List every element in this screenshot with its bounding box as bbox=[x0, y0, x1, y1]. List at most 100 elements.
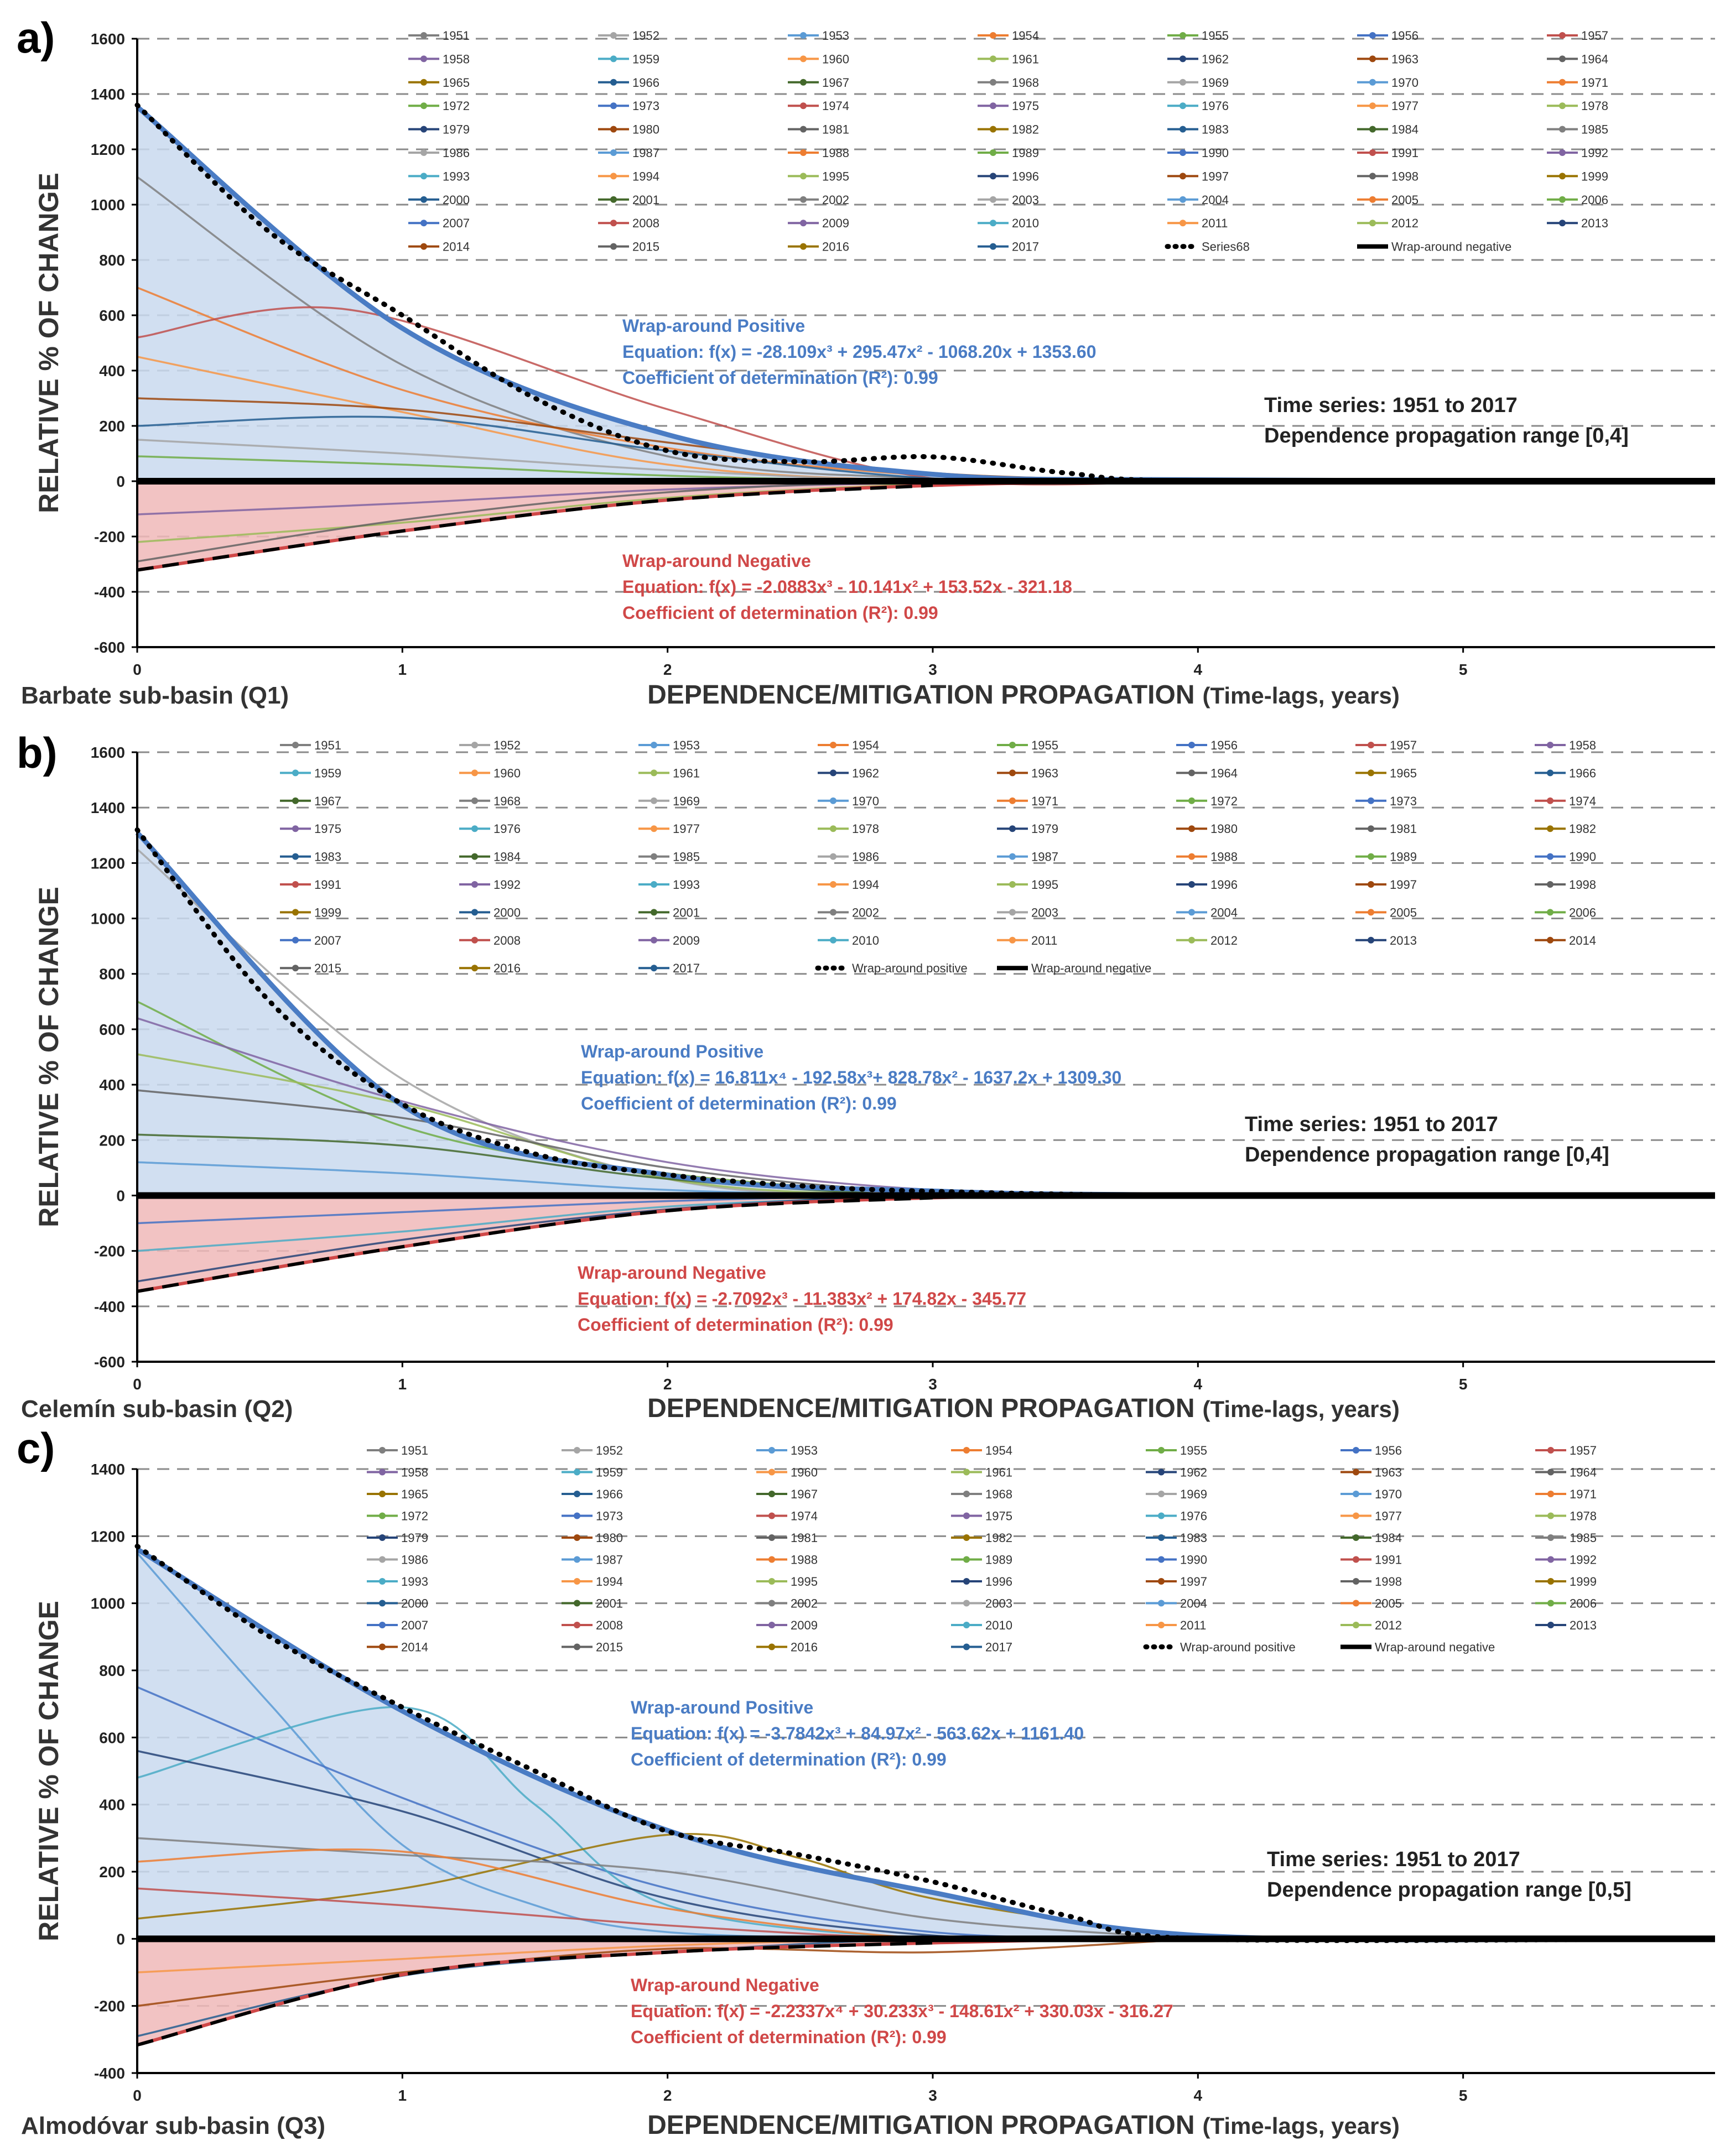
legend-entry: 2000 bbox=[401, 1597, 428, 1611]
legend-marker bbox=[768, 1468, 775, 1476]
legend-entry: 1988 bbox=[791, 1553, 818, 1567]
legend-entry: 2010 bbox=[1012, 216, 1039, 230]
negative-annotation-line: Wrap-around Negative bbox=[578, 1263, 766, 1283]
legend-entry: 1957 bbox=[1581, 29, 1608, 43]
legend-marker bbox=[1180, 32, 1186, 39]
legend-marker bbox=[379, 1556, 386, 1563]
legend-marker bbox=[1353, 1534, 1359, 1541]
legend-marker bbox=[651, 769, 657, 777]
y-tick-label: -200 bbox=[94, 1998, 125, 2015]
legend-marker bbox=[574, 1556, 580, 1563]
positive-envelope-area bbox=[137, 1549, 1702, 1940]
legend-entry: 1987 bbox=[596, 1553, 623, 1567]
dotted-envelope-series bbox=[134, 1544, 1705, 1943]
legend-entry: 2015 bbox=[314, 961, 341, 975]
legend-marker bbox=[1368, 825, 1374, 832]
legend-entry: 1985 bbox=[673, 850, 700, 864]
legend-entry: 1991 bbox=[1391, 146, 1419, 160]
legend-entry: 1994 bbox=[632, 169, 659, 183]
legend-entry: 2014 bbox=[1569, 934, 1596, 947]
legend-marker bbox=[1158, 1534, 1165, 1541]
x-axis-label: DEPENDENCE/MITIGATION PROPAGATION (Time-l… bbox=[647, 2111, 1400, 2140]
legend: 1951 1952 1953 1954 1955 1956 1957 1958 1959 1960… bbox=[280, 738, 1596, 975]
legend-marker bbox=[471, 769, 478, 777]
legend-entry: 1974 bbox=[1569, 794, 1596, 808]
legend-entry: 1972 bbox=[1210, 794, 1238, 808]
legend-entry: 1966 bbox=[632, 76, 659, 90]
legend-marker bbox=[1559, 55, 1566, 63]
legend-marker bbox=[830, 825, 836, 832]
legend-entry: 1966 bbox=[596, 1487, 623, 1501]
legend-entry: 1959 bbox=[632, 52, 659, 66]
legend-entry: 1959 bbox=[314, 766, 341, 780]
legend-entry: 1988 bbox=[822, 146, 849, 160]
legend-marker bbox=[471, 825, 478, 832]
legend-entry: 1980 bbox=[596, 1531, 623, 1545]
legend-entry: 2008 bbox=[632, 216, 659, 230]
legend-marker bbox=[1547, 853, 1553, 860]
legend-marker bbox=[574, 1534, 580, 1541]
legend-marker bbox=[651, 936, 657, 944]
legend-entry: 2017 bbox=[673, 961, 700, 975]
legend-marker bbox=[1009, 853, 1016, 860]
legend-marker bbox=[471, 965, 478, 972]
legend-marker bbox=[1547, 1491, 1554, 1497]
legend-entry: 2015 bbox=[596, 1641, 623, 1654]
y-tick-label: 1400 bbox=[91, 799, 125, 816]
legend-marker bbox=[1188, 769, 1195, 777]
legend-entry: 1990 bbox=[1202, 146, 1229, 160]
legend-entry: 1991 bbox=[1375, 1553, 1402, 1567]
legend-marker bbox=[651, 853, 657, 860]
legend-marker bbox=[1180, 149, 1186, 156]
legend-marker bbox=[963, 1578, 970, 1585]
legend-entry: 1999 bbox=[1570, 1575, 1597, 1589]
negative-annotation-line: Equation: f(x) = -2.2337x⁴ + 30.233x³ - … bbox=[631, 2001, 1173, 2021]
legend-marker bbox=[379, 1491, 386, 1497]
panel-b: 16001400120010008006004002000-200-400-60… bbox=[17, 728, 1715, 1423]
legend-entry: Wrap-around positive bbox=[852, 961, 968, 975]
legend-marker bbox=[830, 797, 836, 804]
positive-annotation-line: Equation: f(x) = -28.109x³ + 295.47x² - … bbox=[622, 342, 1096, 362]
legend-marker bbox=[800, 79, 807, 86]
legend-marker bbox=[830, 769, 836, 777]
legend-entry: 1975 bbox=[985, 1509, 1012, 1523]
legend-entry: 1958 bbox=[1569, 738, 1596, 752]
positive-annotation-line: Wrap-around Positive bbox=[622, 316, 805, 336]
legend-entry: 1971 bbox=[1031, 794, 1058, 808]
legend-entry: 2012 bbox=[1391, 216, 1419, 230]
legend-entry: 2004 bbox=[1180, 1597, 1207, 1611]
y-tick-label: 400 bbox=[99, 362, 125, 379]
legend-marker bbox=[1368, 769, 1374, 777]
x-axis-label: DEPENDENCE/MITIGATION PROPAGATION (Time-l… bbox=[647, 680, 1400, 710]
y-tick-label: 0 bbox=[116, 1187, 125, 1204]
panel-label: a) bbox=[17, 13, 55, 62]
y-axis-label: RELATIVE % OF CHANGE bbox=[33, 173, 64, 513]
y-tick-label: 1000 bbox=[91, 196, 125, 213]
legend-marker bbox=[1559, 32, 1566, 39]
legend-entry: 2008 bbox=[493, 934, 521, 947]
legend: 1951 1952 1953 1954 1955 1956 1957 1958 1959 1960… bbox=[367, 1444, 1597, 1654]
legend-entry: 2009 bbox=[673, 934, 700, 947]
y-tick-label: 1600 bbox=[91, 744, 125, 761]
legend-marker bbox=[1158, 1556, 1165, 1563]
time-series-info: Dependence propagation range [0,4] bbox=[1245, 1143, 1609, 1166]
legend-entry: 1970 bbox=[852, 794, 879, 808]
legend-marker bbox=[1547, 1556, 1554, 1563]
panel-label: b) bbox=[17, 728, 58, 777]
legend-marker bbox=[292, 936, 299, 944]
legend-marker bbox=[1369, 79, 1376, 86]
legend-marker bbox=[471, 909, 478, 916]
legend-entry: 1992 bbox=[493, 878, 521, 892]
legend-marker bbox=[651, 742, 657, 748]
y-tick-label: -600 bbox=[94, 639, 125, 656]
legend-entry: 1995 bbox=[1031, 878, 1058, 892]
legend-entry: 1960 bbox=[493, 766, 521, 780]
legend-marker bbox=[1368, 742, 1374, 748]
legend-entry: 1953 bbox=[822, 29, 849, 43]
y-tick-label: 600 bbox=[99, 1021, 125, 1038]
legend-entry: 1972 bbox=[443, 99, 470, 113]
legend-marker bbox=[1369, 126, 1376, 133]
x-tick-label: 5 bbox=[1459, 1376, 1468, 1393]
legend-marker bbox=[651, 909, 657, 916]
